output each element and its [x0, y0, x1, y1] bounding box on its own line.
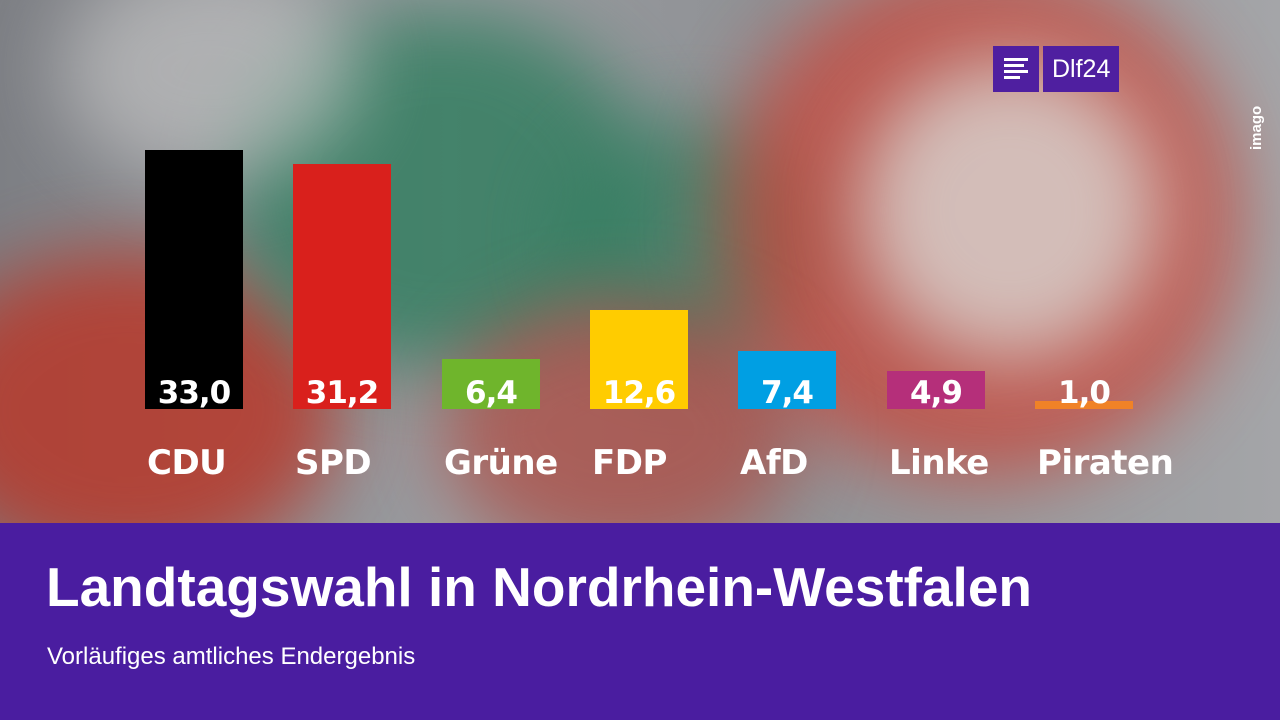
category-label-grüne: Grüne [444, 443, 558, 483]
bar-piraten [1035, 401, 1133, 409]
value-label-afd: 7,4 [761, 375, 814, 411]
value-label-linke: 4,9 [910, 375, 963, 411]
category-label-linke: Linke [889, 443, 989, 483]
bar-cdu [145, 150, 243, 409]
bar-linke [887, 371, 985, 409]
bar-grüne [442, 359, 540, 409]
title-banner: Landtagswahl in Nordrhein-Westfalen Vorl… [0, 523, 1280, 720]
category-label-spd: SPD [295, 443, 372, 483]
category-label-fdp: FDP [592, 443, 667, 483]
dlf-logo-icon [993, 46, 1039, 92]
photo-credit: imago [1248, 105, 1265, 150]
page-subtitle: Vorläufiges amtliches Endergebnis [47, 643, 416, 670]
page-title: Landtagswahl in Nordrhein-Westfalen [46, 556, 1033, 618]
bar-spd [293, 164, 391, 409]
value-label-fdp: 12,6 [602, 375, 677, 411]
category-label-afd: AfD [740, 443, 808, 483]
value-label-spd: 31,2 [305, 375, 380, 411]
bar-chart: 33,0 CDU 31,2 SPD 6,4 Grüne 12,6 FDP 7,4 AfD 4,9 Li… [145, 150, 1174, 483]
logo-text: Dlf24 [1043, 46, 1120, 92]
dlf24-logo: Dlf24 [993, 46, 1120, 92]
value-label-cdu: 33,0 [157, 375, 232, 411]
bar-afd [738, 351, 836, 409]
category-label-piraten: Piraten [1037, 443, 1174, 483]
category-label-cdu: CDU [147, 443, 227, 483]
bar-fdp [590, 310, 688, 409]
value-label-grüne: 6,4 [465, 375, 518, 411]
value-label-piraten: 1,0 [1058, 375, 1111, 411]
